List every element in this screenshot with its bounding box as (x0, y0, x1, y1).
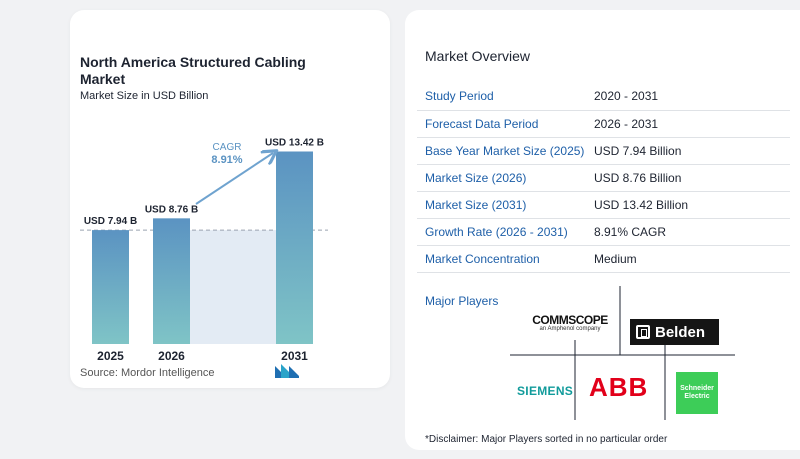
overview-row: Market Concentration Medium (417, 245, 790, 273)
value-label: USD 13.42 B (265, 137, 324, 148)
value-label: USD 7.94 B (84, 216, 137, 227)
belden-logo: Belden (630, 319, 719, 345)
overview-row: Market Size (2026) USD 8.76 Billion (417, 164, 790, 192)
commscope-logo-subtext: an Amphenol company (539, 326, 601, 332)
overview-row: Study Period 2020 - 2031 (417, 83, 790, 111)
bar (153, 218, 190, 344)
belden-logo-text: Belden (655, 323, 706, 341)
cagr-label: CAGR (213, 142, 242, 153)
overview-row-value: USD 13.42 Billion (594, 191, 790, 219)
overview-row-label: Market Size (2026) (417, 164, 594, 192)
commscope-logo-text: COMMSCOPE (532, 313, 608, 327)
overview-row: Market Size (2031) USD 13.42 Billion (417, 191, 790, 219)
abb-logo: ABB (589, 372, 649, 402)
category-label: 2026 (158, 349, 185, 363)
overview-row-value: 2020 - 2031 (594, 83, 790, 111)
players-grid-lines (510, 286, 735, 420)
overview-row-label: Market Size (2031) (417, 191, 594, 219)
overview-row-label: Forecast Data Period (417, 110, 594, 138)
players-title: Major Players (425, 294, 499, 308)
overview-row: Growth Rate (2026 - 2031) 8.91% CAGR (417, 218, 790, 246)
overview-row-label: Growth Rate (2026 - 2031) (417, 218, 594, 246)
schneider-logo: Schneider Electric (676, 372, 718, 414)
overview-row-value: 8.91% CAGR (594, 218, 790, 246)
overview-row: Forecast Data Period 2026 - 2031 (417, 110, 790, 138)
overview-row-value: 2026 - 2031 (594, 110, 790, 138)
overview-row-label: Study Period (417, 83, 594, 111)
disclaimer-text: *Disclaimer: Major Players sorted in no … (425, 434, 668, 445)
bar (92, 230, 129, 344)
cagr-value: 8.91% (211, 154, 242, 166)
overview-row: Base Year Market Size (2025) USD 7.94 Bil… (417, 137, 790, 165)
overview-row-label: Market Concentration (417, 245, 594, 273)
chart-card: North America Structured Cabling Market … (70, 10, 390, 388)
category-label: 2025 (97, 349, 124, 363)
overview-row-label: Base Year Market Size (2025) (417, 137, 594, 165)
source-text: Source: Mordor Intelligence (80, 367, 215, 379)
overview-card: Market Overview Study Period 2020 - 2031 F… (405, 10, 800, 450)
cagr-arrow (195, 153, 273, 205)
bar (276, 151, 313, 344)
overview-title: Market Overview (425, 48, 531, 64)
mordor-logo-icon (275, 364, 299, 378)
value-label: USD 8.76 B (145, 204, 198, 215)
baseline-band (190, 230, 276, 344)
category-label: 2031 (281, 349, 308, 363)
siemens-logo: SIEMENS (517, 384, 574, 398)
chart-subtitle: Market Size in USD Billion (80, 90, 209, 102)
bar-chart: USD 7.94 B 2025 USD 8.76 B 2026 USD 13.42 B 2… (80, 137, 328, 363)
overview-row-value: USD 8.76 Billion (594, 164, 790, 192)
overview-table: Study Period 2020 - 2031 Forecast Data Per… (417, 83, 790, 273)
overview-row-value: Medium (594, 245, 790, 273)
overview-row-value: USD 7.94 Billion (594, 137, 790, 165)
commscope-logo: COMMSCOPE an Amphenol company (523, 313, 617, 332)
chart-title: North America Structured Cabling Market (80, 54, 306, 87)
belden-mark-icon (636, 325, 650, 339)
